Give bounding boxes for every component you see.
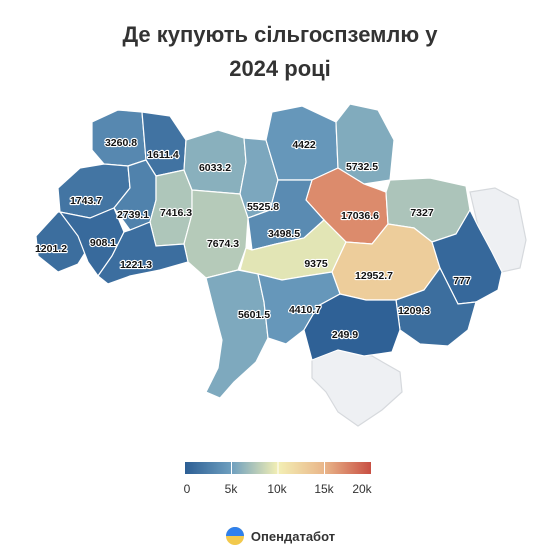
value-sumy: 5732.5 — [346, 161, 378, 173]
color-scale-ticks: 0 5k 10k 15k 20k — [0, 482, 560, 498]
value-kyiv: 5525.8 — [247, 201, 279, 213]
region-vinnytsia[interactable] — [183, 189, 249, 279]
region-layer — [35, 103, 503, 399]
value-ternopil: 2739.1 — [117, 209, 149, 221]
tick-label: 5k — [224, 482, 238, 496]
region-odesa[interactable] — [205, 269, 269, 399]
value-zakarpattia: 1201.2 — [35, 243, 67, 255]
value-rivne: 1611.4 — [147, 149, 179, 161]
title-line-2: 2024 році — [229, 56, 331, 81]
value-zhytomyr: 6033.2 — [199, 162, 231, 174]
value-lviv: 1743.7 — [70, 195, 102, 207]
value-mykolaiv: 4410.7 — [289, 304, 321, 316]
region-chernivtsi[interactable] — [97, 221, 189, 285]
value-chernihiv: 4422 — [292, 139, 316, 151]
tick-label: 10k — [267, 482, 287, 496]
tick-label: 15k — [314, 482, 334, 496]
tick-label: 20k — [352, 482, 372, 496]
value-poltava: 17036.6 — [341, 210, 379, 222]
value-vinnytsia: 7674.3 — [207, 238, 239, 250]
brand-footer: Опендатабот — [0, 526, 560, 546]
value-khmelnytskyi: 7416.3 — [160, 207, 192, 219]
value-kirovohrad: 9375 — [304, 258, 328, 270]
value-zaporizhzhia: 249.9 — [332, 329, 358, 341]
value-odesa: 5601.5 — [238, 309, 270, 321]
crimea — [311, 349, 403, 427]
value-volyn: 3260.8 — [105, 137, 137, 149]
occupied-territories — [311, 187, 527, 427]
brand-name: Опендатабот — [250, 528, 336, 544]
opendatabot-logo-icon — [225, 527, 244, 545]
value-chernivtsi: 1221.3 — [120, 259, 152, 271]
value-cherkasy: 3498.5 — [268, 228, 300, 240]
value-donetsk: 1209.3 — [398, 305, 430, 317]
region-donetsk[interactable] — [395, 266, 477, 347]
value-luhansk: 777 — [453, 275, 471, 287]
value-ivano-frankivsk: 908.1 — [90, 237, 116, 249]
color-scale-bar — [185, 462, 371, 474]
region-zaporizhzhia[interactable] — [303, 293, 401, 361]
title-line-1: Де купують сільгоспземлю у — [122, 22, 438, 47]
value-kharkiv: 7327 — [410, 207, 434, 219]
tick-label: 0 — [183, 482, 191, 496]
value-label-layer: 3260.8 1611.4 1743.7 2739.1 7416.3 6033.… — [34, 136, 472, 342]
map-title: Де купують сільгоспземлю у 2024 році — [0, 18, 560, 86]
value-dnipro: 12952.7 — [355, 270, 393, 282]
